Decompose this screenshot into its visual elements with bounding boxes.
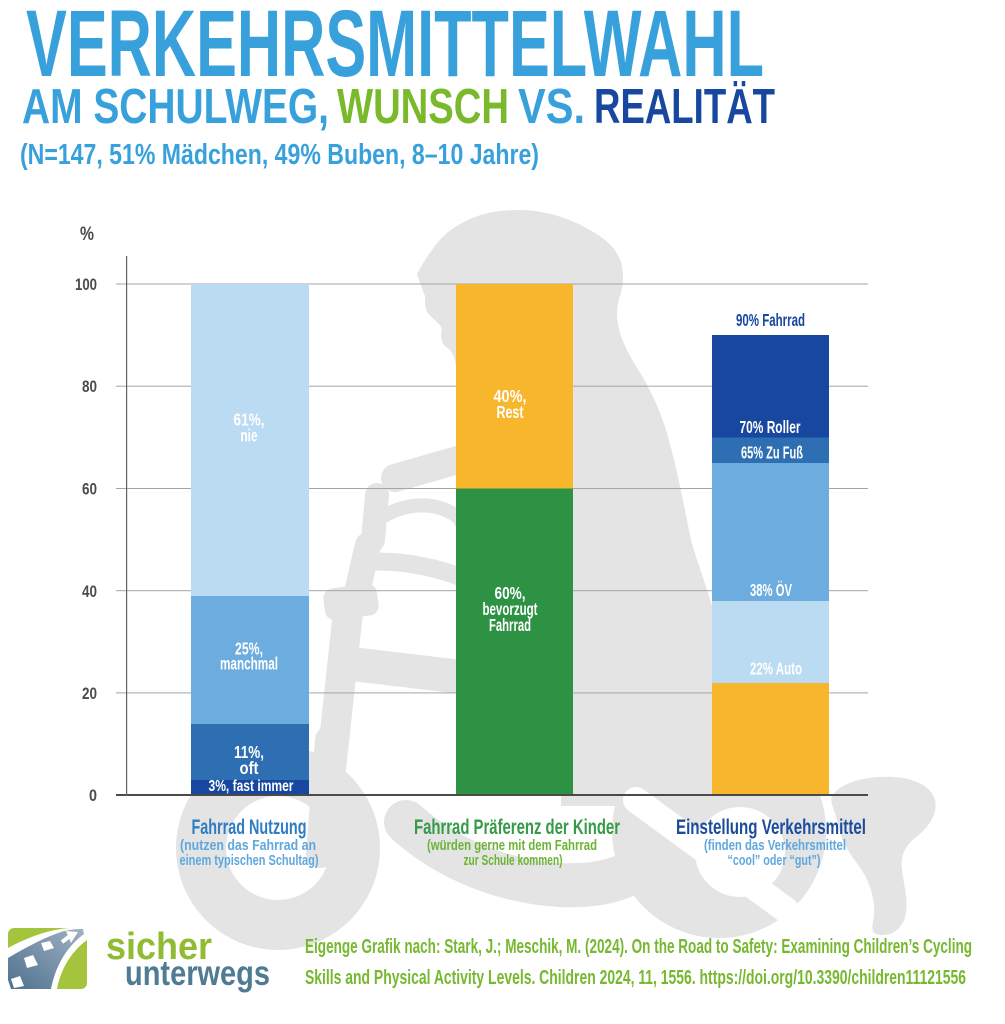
svg-text:0: 0 [89, 787, 97, 805]
svg-text:25%,: 25%, [235, 639, 263, 659]
svg-text:WUNSCH: WUNSCH [337, 80, 509, 134]
svg-text:61%,: 61%, [234, 410, 265, 430]
svg-text:3%, fast immer: 3%, fast immer [209, 778, 294, 795]
svg-text:VERKEHRSMITTELWAHL: VERKEHRSMITTELWAHL [26, 0, 764, 97]
svg-text:(nutzen das Fahrrad an: (nutzen das Fahrrad an [180, 837, 316, 854]
svg-text:oft: oft [240, 758, 259, 778]
svg-text:sicher: sicher [106, 926, 212, 968]
svg-text:Einstellung Verkehrsmittel: Einstellung Verkehrsmittel [676, 816, 866, 839]
svg-text:40: 40 [82, 583, 97, 601]
svg-text:REALITÄT: REALITÄT [594, 80, 775, 134]
svg-text:Fahrrad Nutzung: Fahrrad Nutzung [192, 816, 307, 839]
svg-text:70% Roller: 70% Roller [740, 417, 801, 437]
svg-text:einem typischen Schultag): einem typischen Schultag) [180, 852, 319, 869]
svg-text:manchmal: manchmal [220, 654, 278, 674]
svg-text:38% ÖV: 38% ÖV [750, 580, 792, 600]
svg-text:20: 20 [82, 685, 97, 703]
svg-text:40%,: 40%, [494, 386, 527, 406]
svg-text:Rest: Rest [497, 402, 524, 422]
svg-text:11%,: 11%, [234, 742, 264, 762]
svg-text:(würden gerne mit dem Fahrrad: (würden gerne mit dem Fahrrad [427, 837, 597, 854]
svg-text:(finden das Verkehrsmittel: (finden das Verkehrsmittel [704, 837, 846, 854]
svg-text:90% Fahrrad: 90% Fahrrad [736, 310, 805, 330]
svg-text:bevorzugt: bevorzugt [483, 599, 538, 619]
svg-text:Eigenge Grafik nach: Stark, J.: Eigenge Grafik nach: Stark, J.; Meschik,… [305, 935, 972, 958]
svg-text:60: 60 [82, 481, 97, 499]
svg-text:AM SCHULWEG,: AM SCHULWEG, [22, 80, 329, 134]
svg-text:65% Zu Fuß: 65% Zu Fuß [741, 443, 803, 463]
svg-text:VS.: VS. [518, 80, 585, 134]
svg-text:nie: nie [241, 426, 258, 446]
svg-text:unterwegs: unterwegs [125, 954, 270, 993]
svg-text:22% Auto: 22% Auto [750, 659, 802, 679]
svg-text:Skills and Physical Activity L: Skills and Physical Activity Levels. Chi… [305, 966, 966, 989]
svg-text:(N=147, 51% Mädchen, 49% Buben: (N=147, 51% Mädchen, 49% Buben, 8–10 Jah… [20, 139, 539, 171]
svg-text:zur Schule kommen): zur Schule kommen) [464, 852, 563, 869]
svg-text:Fahrrad: Fahrrad [489, 615, 531, 635]
svg-text:60%,: 60%, [495, 583, 526, 603]
svg-text:%: % [80, 224, 94, 245]
svg-text:Fahrrad Präferenz der Kinder: Fahrrad Präferenz der Kinder [414, 816, 620, 839]
svg-text:“cool” oder “gut”): “cool” oder “gut”) [728, 852, 821, 869]
svg-text:80: 80 [82, 378, 97, 396]
svg-text:100: 100 [75, 276, 97, 294]
